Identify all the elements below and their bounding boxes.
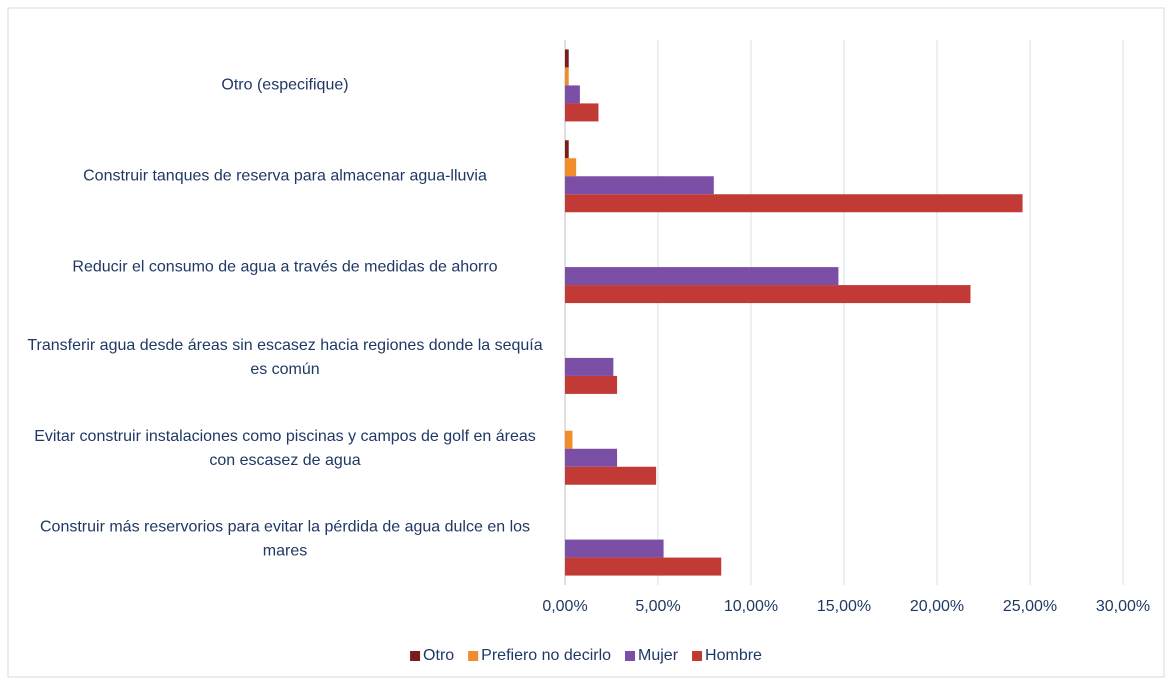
legend-label: Mujer: [638, 647, 679, 664]
bar: [565, 357, 614, 376]
legend-swatch: [625, 651, 636, 661]
x-tick-label: 30,00%: [1096, 598, 1150, 615]
bar: [565, 430, 573, 449]
bar: [565, 49, 569, 68]
x-tick-label: 15,00%: [817, 598, 871, 615]
bar: [565, 158, 577, 177]
bar: [565, 176, 714, 195]
category-label: Otro (especifique): [221, 77, 348, 94]
bar: [565, 557, 722, 576]
category-label: Construir más reservorios para evitar la…: [40, 519, 530, 560]
bar: [565, 194, 1023, 213]
legend: Otro Prefiero no decirlo Mujer Hombre: [410, 647, 762, 664]
bar: [565, 103, 599, 122]
legend-swatch: [468, 651, 479, 661]
x-tick-label: 10,00%: [724, 598, 778, 615]
legend-swatch: [692, 651, 703, 661]
category-label-line: mares: [263, 543, 307, 560]
category-label-line: con escasez de agua: [209, 452, 360, 469]
bar: [565, 85, 580, 104]
bar: [565, 67, 569, 86]
category-label: Construir tanques de reserva para almace…: [83, 167, 487, 184]
legend-label: Otro: [423, 647, 454, 664]
legend-label: Prefiero no decirlo: [481, 647, 611, 664]
category-label-line: Evitar construir instalaciones como pisc…: [34, 428, 536, 445]
x-tick-label: 25,00%: [1003, 598, 1057, 615]
legend-swatch: [410, 651, 421, 661]
bar: [565, 539, 664, 558]
category-label-line: Transferir agua desde áreas sin escasez …: [27, 337, 542, 354]
category-label: Evitar construir instalaciones como pisc…: [34, 428, 536, 469]
x-tick-label: 5,00%: [635, 598, 680, 615]
category-label-line: es común: [250, 361, 319, 378]
category-label: Reducir el consumo de agua a través de m…: [72, 258, 497, 275]
category-label: Transferir agua desde áreas sin escasez …: [27, 337, 542, 378]
x-tick-label: 0,00%: [542, 598, 587, 615]
legend-label: Hombre: [705, 647, 762, 664]
x-tick-label: 20,00%: [910, 598, 964, 615]
category-label-line: Construir más reservorios para evitar la…: [40, 519, 530, 536]
bar: [565, 285, 971, 304]
bar: [565, 466, 657, 485]
bar: [565, 448, 618, 467]
bar: [565, 267, 839, 286]
bar: [565, 140, 569, 159]
bar: [565, 375, 618, 394]
